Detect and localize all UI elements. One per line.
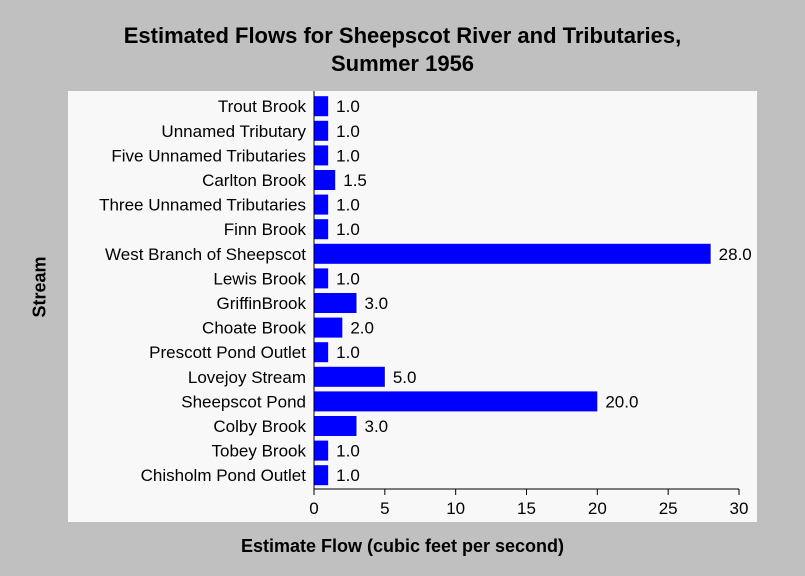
x-tick-label: 10 xyxy=(446,499,465,518)
category-label: Colby Brook xyxy=(213,417,306,436)
value-label: 5.0 xyxy=(393,368,417,387)
plot-panel: Trout Brook 1.0 Unnamed Tributary 1.0 Five U… xyxy=(68,91,757,522)
x-tick-label: 5 xyxy=(380,499,389,518)
category-label: Chisholm Pond Outlet xyxy=(141,466,307,485)
bar xyxy=(314,219,329,240)
bar-chart: Trout Brook 1.0 Unnamed Tributary 1.0 Five U… xyxy=(99,91,752,518)
category-label: Sheepscot Pond xyxy=(181,392,306,411)
value-label: 3.0 xyxy=(365,294,389,313)
chart-title-line-1: Estimated Flows for Sheepscot River and … xyxy=(123,23,682,48)
bar xyxy=(314,243,711,264)
value-label: 1.0 xyxy=(336,122,360,141)
category-label: Carlton Brook xyxy=(202,171,306,190)
category-label: Unnamed Tributary xyxy=(161,122,306,141)
category-label: Lewis Brook xyxy=(213,269,306,288)
category-label: West Branch of Sheepscot xyxy=(105,245,306,264)
bar xyxy=(314,342,329,363)
value-label: 1.0 xyxy=(336,196,360,215)
bar xyxy=(314,366,385,387)
value-label: 28.0 xyxy=(719,245,752,264)
x-tick-label: 25 xyxy=(659,499,678,518)
value-label: 1.0 xyxy=(336,442,360,461)
bar xyxy=(314,194,329,215)
value-label: 1.0 xyxy=(336,220,360,239)
category-label: Tobey Brook xyxy=(212,442,307,461)
x-axis-label: Estimate Flow (cubic feet per second) xyxy=(240,536,565,556)
bar xyxy=(314,317,343,338)
category-label: Finn Brook xyxy=(224,220,307,239)
bar xyxy=(314,440,329,461)
y-axis-label: Stream xyxy=(29,256,50,318)
value-label: 1.0 xyxy=(336,343,360,362)
value-label: 1.0 xyxy=(336,466,360,485)
value-label: 1.5 xyxy=(343,171,367,190)
bar xyxy=(314,96,329,117)
category-label: Five Unnamed Tributaries xyxy=(111,146,306,165)
x-tick-label: 0 xyxy=(309,499,318,518)
value-label: 1.0 xyxy=(336,97,360,116)
category-label: Three Unnamed Tributaries xyxy=(99,196,306,215)
category-label: Trout Brook xyxy=(218,97,307,116)
x-tick-label: 15 xyxy=(517,499,536,518)
chart-title-line-2: Summer 1956 xyxy=(330,51,475,76)
bar xyxy=(314,268,329,289)
category-label: Prescott Pond Outlet xyxy=(149,343,306,362)
bar xyxy=(314,465,329,486)
bar xyxy=(314,170,336,190)
bar xyxy=(314,120,329,141)
value-label: 1.0 xyxy=(336,269,360,288)
value-label: 20.0 xyxy=(605,392,638,411)
bar xyxy=(314,416,357,436)
value-label: 3.0 xyxy=(365,417,389,436)
bar xyxy=(314,145,329,166)
value-label: 1.0 xyxy=(336,146,360,165)
bar xyxy=(314,293,357,313)
category-label: GriffinBrook xyxy=(217,294,307,313)
category-label: Lovejoy Stream xyxy=(188,368,306,387)
bar xyxy=(314,391,598,412)
chart-title: Estimated Flows for Sheepscot River and … xyxy=(0,22,805,78)
value-label: 2.0 xyxy=(350,319,374,338)
x-tick-label: 30 xyxy=(730,499,749,518)
category-label: Choate Brook xyxy=(202,319,306,338)
x-tick-label: 20 xyxy=(588,499,607,518)
